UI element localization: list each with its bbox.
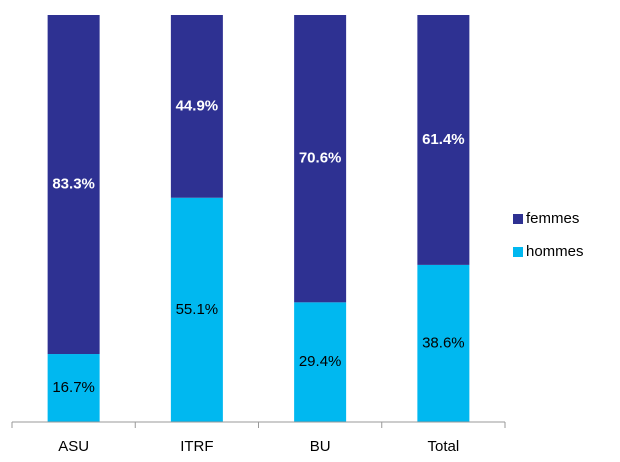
data-label: 16.7% bbox=[52, 379, 95, 396]
data-label: 70.6% bbox=[299, 150, 342, 167]
bar-segment bbox=[417, 15, 470, 265]
data-label: 55.1% bbox=[176, 301, 219, 318]
data-label: 61.4% bbox=[422, 131, 465, 148]
bar-segment bbox=[294, 302, 347, 422]
data-label: 83.3% bbox=[52, 175, 95, 192]
bar-segment bbox=[47, 354, 100, 422]
x-tick-label: ASU bbox=[58, 438, 89, 455]
bar-segment bbox=[170, 197, 223, 422]
legend-label: hommes bbox=[526, 243, 584, 260]
bar-segment bbox=[417, 264, 470, 422]
bar-segment bbox=[170, 15, 223, 198]
data-label: 29.4% bbox=[299, 353, 342, 370]
legend-swatch bbox=[513, 214, 523, 224]
x-tick-label: Total bbox=[428, 438, 460, 455]
x-tick-label: ITRF bbox=[180, 438, 213, 455]
legend-label: femmes bbox=[526, 210, 579, 227]
data-label: 44.9% bbox=[176, 97, 219, 114]
x-tick-label: BU bbox=[310, 438, 331, 455]
bar-segment bbox=[47, 15, 100, 355]
data-label: 38.6% bbox=[422, 334, 465, 351]
bar-segment bbox=[294, 15, 347, 303]
legend-swatch bbox=[513, 247, 523, 257]
